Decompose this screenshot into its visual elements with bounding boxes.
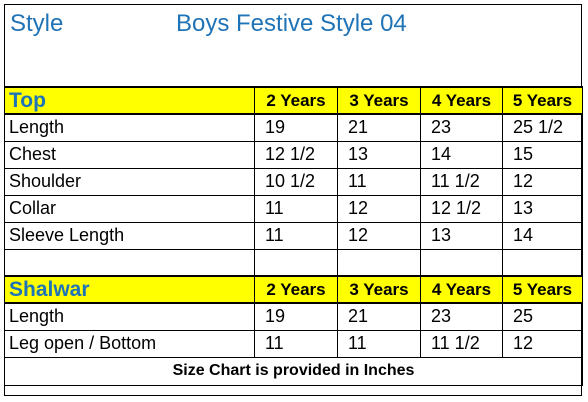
measurement-label: Sleeve Length	[4, 221, 255, 250]
top-header-row: Top 2 Years 3 Years 4 Years 5 Years	[4, 86, 583, 115]
section-title-top: Top	[4, 86, 255, 115]
size-header: 5 Years	[502, 275, 583, 304]
table-row: Chest 12 1/2 13 14 15	[4, 140, 583, 169]
footer-note: Size Chart is provided in Inches	[4, 356, 583, 386]
measurement-value: 12	[502, 167, 583, 196]
page-title: Boys Festive Style 04	[176, 10, 407, 37]
measurement-value: 11 1/2	[420, 167, 503, 196]
spacer-row	[4, 248, 583, 277]
measurement-value: 11	[337, 329, 421, 358]
size-header: 3 Years	[337, 275, 421, 304]
measurement-value: 23	[420, 113, 503, 142]
empty-cell	[337, 248, 421, 277]
measurement-value: 11 1/2	[420, 329, 503, 358]
shalwar-header-row: Shalwar 2 Years 3 Years 4 Years 5 Years	[4, 275, 583, 304]
measurement-value: 11	[254, 194, 338, 223]
measurement-value: 13	[502, 194, 583, 223]
empty-cell	[254, 248, 338, 277]
table-row: Length 19 21 23 25 1/2	[4, 113, 583, 142]
size-header: 4 Years	[420, 275, 503, 304]
measurement-value: 11	[254, 221, 338, 250]
measurement-value: 12 1/2	[420, 194, 503, 223]
footer-row: Size Chart is provided in Inches	[4, 356, 583, 386]
measurement-value: 21	[337, 113, 421, 142]
size-header: 3 Years	[337, 86, 421, 115]
size-header: 2 Years	[254, 86, 338, 115]
measurement-value: 13	[420, 221, 503, 250]
measurement-label: Leg open / Bottom	[4, 329, 255, 358]
measurement-value: 11	[254, 329, 338, 358]
measurement-label: Shoulder	[4, 167, 255, 196]
section-title-shalwar: Shalwar	[4, 275, 255, 304]
measurement-value: 21	[337, 302, 421, 331]
empty-cell	[420, 248, 503, 277]
size-header: 4 Years	[420, 86, 503, 115]
measurement-label: Length	[4, 302, 255, 331]
empty-cell	[502, 248, 583, 277]
measurement-value: 12 1/2	[254, 140, 338, 169]
measurement-value: 11	[337, 167, 421, 196]
measurement-value: 25	[502, 302, 583, 331]
measurement-value: 19	[254, 302, 338, 331]
size-header: 5 Years	[502, 86, 583, 115]
table-row: Collar 11 12 12 1/2 13	[4, 194, 583, 223]
measurement-label: Collar	[4, 194, 255, 223]
measurement-value: 15	[502, 140, 583, 169]
measurement-label: Chest	[4, 140, 255, 169]
table-row: Sleeve Length 11 12 13 14	[4, 221, 583, 250]
measurement-value: 10 1/2	[254, 167, 338, 196]
measurement-value: 12	[337, 221, 421, 250]
table-row: Shoulder 10 1/2 11 11 1/2 12	[4, 167, 583, 196]
size-header: 2 Years	[254, 275, 338, 304]
measurement-label: Length	[4, 113, 255, 142]
measurement-value: 12	[337, 194, 421, 223]
size-chart-table: Top 2 Years 3 Years 4 Years 5 Years Leng…	[4, 86, 583, 386]
measurement-value: 12	[502, 329, 583, 358]
measurement-value: 14	[420, 140, 503, 169]
measurement-value: 14	[502, 221, 583, 250]
measurement-value: 25 1/2	[502, 113, 583, 142]
table-row: Leg open / Bottom 11 11 11 1/2 12	[4, 329, 583, 358]
measurement-value: 19	[254, 113, 338, 142]
measurement-value: 23	[420, 302, 503, 331]
empty-cell	[4, 248, 255, 277]
style-label: Style	[10, 10, 64, 37]
table-row: Length 19 21 23 25	[4, 302, 583, 331]
measurement-value: 13	[337, 140, 421, 169]
